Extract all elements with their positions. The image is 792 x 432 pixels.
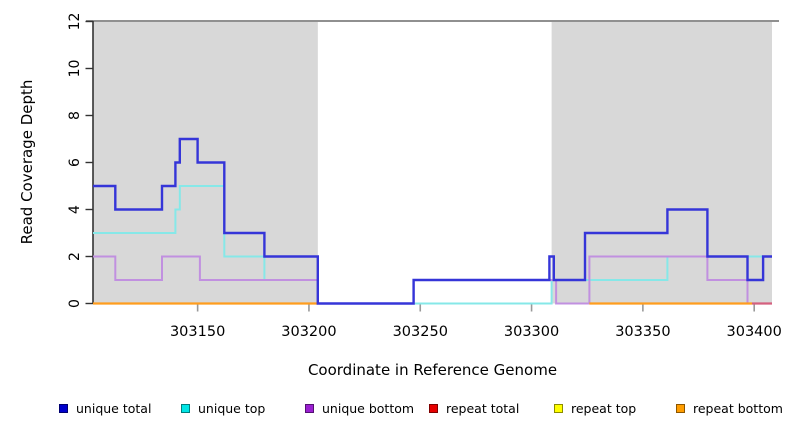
legend-item-repeat-top: repeat top	[554, 399, 636, 417]
legend-label: repeat bottom	[693, 400, 783, 416]
legend-label: unique top	[198, 400, 266, 416]
legend: unique total unique top unique bottom repea…	[0, 399, 792, 419]
legend-item-unique-bottom: unique bottom	[305, 399, 414, 417]
x-tick-label: 303150	[170, 324, 225, 340]
y-tick-label: 8	[67, 111, 83, 120]
legend-swatch	[305, 403, 314, 413]
plot-area: 0 2 4 6 8 10 12 303150 303200 303250 303300 303350 3…	[67, 13, 782, 340]
x-axis-title: Coordinate in Reference Genome	[307, 361, 558, 379]
y-tick-label: 4	[67, 205, 83, 214]
y-tick-label: 12	[67, 13, 83, 31]
x-tick-label: 303200	[281, 324, 336, 340]
x-tick-label: 303350	[615, 324, 670, 340]
legend-label: repeat total	[446, 400, 520, 416]
x-tick-label: 303300	[504, 324, 559, 340]
legend-swatch	[181, 403, 190, 413]
y-tick-label: 10	[67, 60, 83, 78]
legend-swatch	[59, 403, 68, 413]
legend-item-repeat-total: repeat total	[429, 399, 519, 417]
y-axis-title: Read Coverage Depth	[18, 79, 36, 245]
legend-item-unique-top: unique top	[181, 399, 265, 417]
x-tick-label: 303250	[393, 324, 448, 340]
legend-swatch	[676, 403, 685, 413]
y-tick-label: 2	[67, 252, 83, 261]
legend-item-repeat-bottom: repeat bottom	[676, 399, 783, 417]
series-line-unique-total	[93, 137, 772, 305]
x-tick-label: 303400	[727, 324, 782, 340]
legend-swatch	[554, 403, 563, 413]
legend-label: repeat top	[571, 400, 637, 416]
y-tick-label: 6	[67, 158, 83, 167]
legend-item-unique-total: unique total	[59, 399, 151, 417]
legend-label: unique total	[76, 400, 152, 416]
y-tick-label: 0	[67, 299, 83, 308]
legend-label: unique bottom	[322, 400, 415, 416]
legend-swatch	[429, 403, 438, 413]
series-line-unique-top	[93, 185, 772, 305]
